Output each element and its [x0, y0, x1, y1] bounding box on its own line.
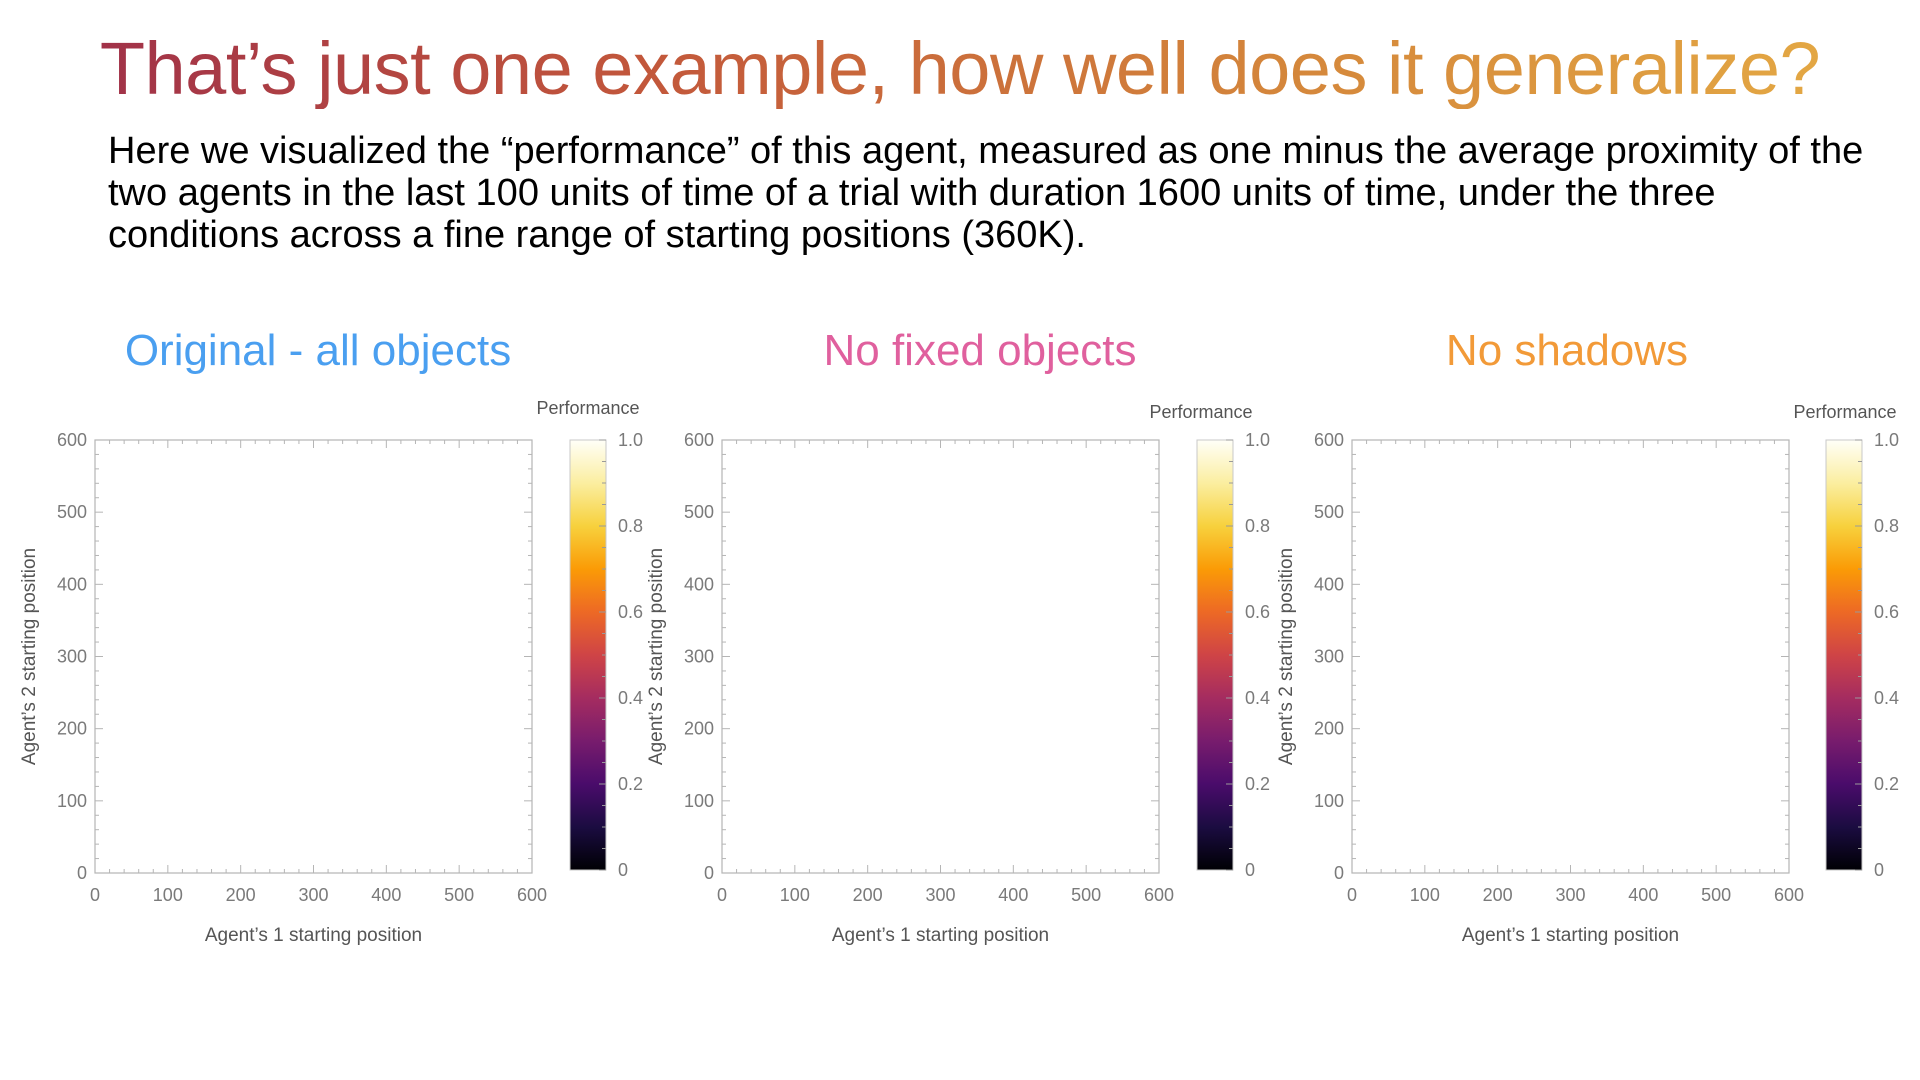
- plot-frame: [721, 439, 1160, 874]
- x-tick-label: 100: [153, 885, 183, 905]
- colorbar-tick-label: 0.4: [618, 688, 643, 708]
- x-tick-label: 400: [998, 885, 1028, 905]
- colorbar-tick-label: 0.6: [1874, 602, 1899, 622]
- y-axis-label: Agent’s 2 starting position: [646, 548, 667, 765]
- colorbar: [569, 439, 607, 871]
- colorbar-label: Performance: [1793, 402, 1896, 422]
- y-tick-label: 0: [704, 863, 714, 883]
- colorbar-label: Performance: [1149, 402, 1252, 422]
- x-tick-label: 600: [1774, 885, 1804, 905]
- y-tick-label: 0: [77, 863, 87, 883]
- colorbar-tick-label: 0.8: [1245, 516, 1270, 536]
- y-tick-label: 300: [57, 647, 87, 667]
- x-tick-label: 600: [517, 885, 547, 905]
- colorbar-tick-label: 0.2: [1874, 774, 1899, 794]
- colorbar-tick-label: 0.6: [1245, 602, 1270, 622]
- colorbar: [1196, 439, 1234, 871]
- x-tick-label: 100: [780, 885, 810, 905]
- y-tick-label: 600: [57, 430, 87, 450]
- y-tick-label: 500: [1314, 502, 1344, 522]
- colorbar-tick-label: 1.0: [618, 430, 643, 450]
- y-tick-label: 500: [684, 502, 714, 522]
- y-tick-label: 600: [1314, 430, 1344, 450]
- colorbar-tick-label: 1.0: [1874, 430, 1899, 450]
- x-axis-label: Agent’s 1 starting position: [832, 925, 1049, 946]
- colorbar-tick-label: 0: [1874, 860, 1884, 880]
- x-tick-label: 400: [371, 885, 401, 905]
- colorbar-tick-label: 0.4: [1245, 688, 1270, 708]
- x-tick-label: 600: [1144, 885, 1174, 905]
- x-tick-label: 200: [853, 885, 883, 905]
- y-axis-label: Agent’s 2 starting position: [1276, 548, 1297, 765]
- y-tick-label: 100: [1314, 791, 1344, 811]
- colorbar: [1825, 439, 1863, 871]
- x-tick-label: 0: [717, 885, 727, 905]
- x-tick-label: 0: [90, 885, 100, 905]
- colorbar-tick-label: 0.8: [1874, 516, 1899, 536]
- colorbar-tick-label: 0: [1245, 860, 1255, 880]
- y-tick-label: 200: [1314, 719, 1344, 739]
- y-tick-label: 200: [57, 719, 87, 739]
- x-tick-label: 200: [226, 885, 256, 905]
- plot-frame: [94, 439, 533, 874]
- x-tick-label: 300: [298, 885, 328, 905]
- plot-frame: [1351, 439, 1790, 874]
- colorbar-tick-label: 1.0: [1245, 430, 1270, 450]
- x-tick-label: 400: [1628, 885, 1658, 905]
- y-axis-label: Agent’s 2 starting position: [19, 548, 40, 765]
- y-tick-label: 300: [1314, 647, 1344, 667]
- y-tick-label: 300: [684, 647, 714, 667]
- y-tick-label: 600: [684, 430, 714, 450]
- colorbar-tick-label: 0.2: [618, 774, 643, 794]
- panel-title-no-fixed-objects: No fixed objects: [823, 326, 1137, 375]
- colorbar-tick-label: 0.2: [1245, 774, 1270, 794]
- x-axis-label: Agent’s 1 starting position: [1462, 925, 1679, 946]
- slide-subtitle: Here we visualized the “performance” of …: [108, 130, 1864, 256]
- x-tick-label: 500: [444, 885, 474, 905]
- y-tick-label: 500: [57, 502, 87, 522]
- colorbar-tick-label: 0.8: [618, 516, 643, 536]
- colorbar-tick-label: 0: [618, 860, 628, 880]
- x-tick-label: 100: [1410, 885, 1440, 905]
- x-tick-label: 500: [1701, 885, 1731, 905]
- y-tick-label: 400: [1314, 574, 1344, 594]
- slide-title: That’s just one example, how well does i…: [0, 28, 1920, 110]
- y-tick-label: 0: [1334, 863, 1344, 883]
- x-tick-label: 300: [1555, 885, 1585, 905]
- x-tick-label: 0: [1347, 885, 1357, 905]
- colorbar-tick-label: 0.6: [618, 602, 643, 622]
- y-tick-label: 100: [684, 791, 714, 811]
- panel-title-original: Original - all objects: [124, 326, 512, 375]
- y-tick-label: 100: [57, 791, 87, 811]
- panel-title-no-shadows: No shadows: [1445, 326, 1689, 375]
- y-tick-label: 200: [684, 719, 714, 739]
- colorbar-tick-label: 0.4: [1874, 688, 1899, 708]
- x-axis-label: Agent’s 1 starting position: [205, 925, 422, 946]
- x-tick-label: 200: [1483, 885, 1513, 905]
- x-tick-label: 300: [925, 885, 955, 905]
- colorbar-label: Performance: [536, 398, 639, 418]
- y-tick-label: 400: [57, 574, 87, 594]
- x-tick-label: 500: [1071, 885, 1101, 905]
- y-tick-label: 400: [684, 574, 714, 594]
